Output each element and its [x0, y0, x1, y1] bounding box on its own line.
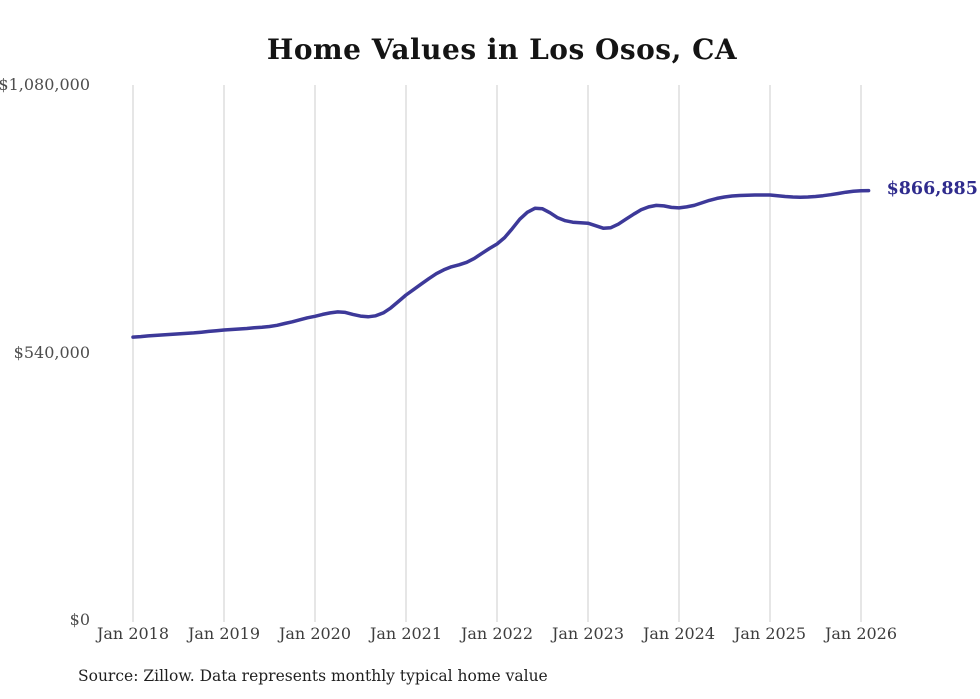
- x-tick-label: Jan 2020: [278, 624, 352, 643]
- x-tick-label: Jan 2023: [551, 624, 625, 643]
- x-tick-label: Jan 2018: [96, 624, 170, 643]
- y-tick-label: $0: [69, 610, 90, 629]
- x-tick-label: Jan 2024: [642, 624, 716, 643]
- home-value-line: [131, 188, 871, 339]
- chart-title: Home Values in Los Osos, CA: [266, 33, 738, 66]
- x-tick-label: Jan 2026: [824, 624, 898, 643]
- y-tick-label: $540,000: [13, 342, 90, 362]
- x-tick-label: Jan 2022: [460, 624, 534, 643]
- x-tick-label: Jan 2025: [733, 624, 807, 643]
- y-tick-label: $1,080,000: [0, 75, 90, 94]
- latest-value-label: $866,885: [886, 178, 978, 199]
- x-tick-label: Jan 2021: [369, 624, 443, 643]
- source-note: Source: Zillow. Data represents monthly …: [78, 667, 548, 685]
- x-tick-label: Jan 2019: [187, 624, 261, 643]
